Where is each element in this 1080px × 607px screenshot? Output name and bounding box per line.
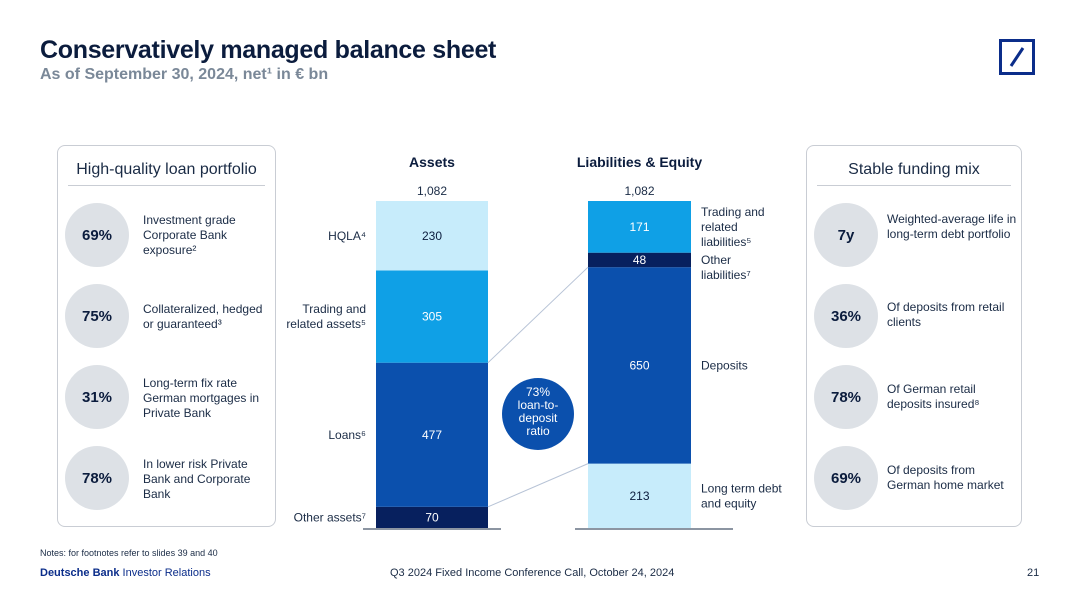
panel-title: High-quality loan portfolio [68,161,265,186]
kpi-circle: 69% [65,203,129,267]
loan-portfolio-panel: High-quality loan portfolio 69% Investme… [57,145,276,527]
ltd-ratio-circle [502,378,574,450]
segment-category-label: Loans⁶ [328,428,366,442]
bar-value-label: 70 [425,510,439,524]
footer-event: Q3 2024 Fixed Income Conference Call, Oc… [390,567,675,579]
segment-category-label: Trading and related assets⁵ [286,302,366,331]
bar-segment [588,267,691,464]
kpi-description: Of German retail deposits insured⁸ [887,382,980,411]
segment-category-label: Long term debt and equity [701,481,782,510]
kpi-description: Collateralized, hedged or guaranteed³ [143,302,263,331]
funding-mix-panel: Stable funding mix 7y Weighted-average l… [806,145,1022,527]
panel-title: Stable funding mix [817,161,1011,186]
bar-segment [588,252,691,268]
kpi-description: Of deposits from retail clients [887,300,1005,329]
connector-line [487,266,589,364]
segment-category-label: Other assets⁷ [294,510,366,524]
kpi-description: Long-term fix rate German mortgages in P… [143,376,260,420]
segment-category-label: HQLA⁴ [328,229,366,243]
kpi-description: Of deposits from German home market [887,463,1004,492]
bar-value-label: 230 [422,229,442,243]
deutsche-bank-logo [999,39,1035,75]
bar-value-label: 171 [629,220,649,234]
kpi-circle: 69% [814,446,878,510]
kpi-circle: 36% [814,284,878,348]
bar-value-label: 477 [422,428,442,442]
bar-value-label: 650 [629,358,649,372]
kpi-circle: 78% [814,365,878,429]
bar-value-label: 305 [422,310,442,324]
segment-category-label: Deposits [701,358,748,372]
brand-suffix: Investor Relations [119,567,211,579]
kpi-circle: 31% [65,365,129,429]
kpi-circle: 7y [814,203,878,267]
kpi-description: Weighted-average life in long-term debt … [887,212,1017,241]
bar-segment [588,201,691,253]
ltd-ratio-label: 73% loan-to-deposit ratio [518,385,559,438]
bar-segment [376,506,488,528]
page-number: 21 [1027,567,1040,579]
footnote: Notes: for footnotes refer to slides 39 … [40,548,218,558]
bar-segment [376,362,488,507]
bar-total-label: 1,082 [624,184,654,198]
segment-category-label: Trading and related liabilities⁵ [701,205,765,249]
page-subtitle: As of September 30, 2024, net¹ in € bn [40,66,329,83]
brand-name: Deutsche Bank [40,567,120,579]
kpi-description: In lower risk Private Bank and Corporate… [143,457,251,501]
connector-line [487,463,589,508]
bar-segment [376,270,488,363]
bar-segment [376,201,488,271]
kpi-circle: 78% [65,446,129,510]
bar-header: Liabilities & Equity [577,154,702,170]
page-title: Conservatively managed balance sheet [40,36,497,64]
bar-value-label: 48 [633,253,647,267]
logo-slash-icon [1009,47,1025,67]
segment-category-label: Other liabilities⁷ [701,253,751,282]
kpi-description: Investment grade Corporate Bank exposure… [143,213,236,257]
bar-header: Assets [409,154,455,170]
bar-segment [588,463,691,528]
bar-total-label: 1,082 [417,184,447,198]
footer-brand: Deutsche Bank Investor Relations [40,567,211,579]
bar-value-label: 213 [629,489,649,503]
kpi-circle: 75% [65,284,129,348]
